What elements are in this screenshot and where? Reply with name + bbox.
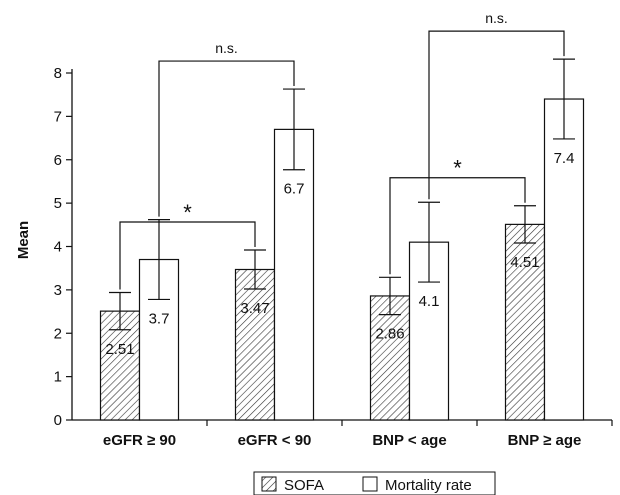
legend: SOFA Mortality rate [253,471,496,495]
y-tick-label: 3 [54,282,62,299]
y-axis-title: Mean [15,221,32,259]
bar [234,268,276,421]
y-tick-label: 1 [54,369,62,386]
legend-label: Mortality rate [385,477,472,494]
data-label: 3.47 [240,300,269,317]
significance-bracket [119,221,256,290]
x-tick-label: eGFR < 90 [238,432,312,449]
bar [543,98,585,421]
bar [369,295,411,421]
y-tick-label: 2 [54,325,62,342]
data-label: 4.51 [510,254,539,271]
x-tick-label: BNP ≥ age [508,432,582,449]
significance-label: * [183,200,192,225]
y-tick-label: 7 [54,108,62,125]
bar [504,223,546,421]
significance-brackets: * n.s. * n.s. [119,10,565,290]
significance-label: n.s. [485,10,508,26]
x-tick-label: eGFR ≥ 90 [103,432,176,449]
axes: 0 1 2 3 4 5 6 7 8 eGFR ≥ 90 eGFR < 90 BNP < age BNP … [54,65,613,449]
bars: 2.51 3.7 3.47 6.7 2.86 4.1 4.51 7.4 [99,58,585,421]
y-tick-label: 6 [54,152,62,169]
data-label: 2.51 [105,341,134,358]
data-label: 4.1 [419,293,440,310]
significance-bracket [158,60,295,217]
data-label: 3.7 [149,310,170,327]
data-label: 2.86 [375,326,404,343]
legend-swatch [362,476,378,492]
significance-bracket [389,177,526,275]
data-label: 7.4 [554,150,575,167]
bar [99,310,141,421]
y-tick-label: 8 [54,65,62,82]
y-tick-label: 0 [54,412,62,429]
data-label: 6.7 [284,181,305,198]
significance-label: * [453,156,462,181]
y-tick-label: 4 [54,239,62,256]
significance-bracket [428,30,565,200]
legend-swatch [261,476,277,492]
x-tick-label: BNP < age [372,432,446,449]
bar [273,128,315,421]
y-tick-label: 5 [54,195,62,212]
significance-label: n.s. [215,40,238,56]
legend-label: SOFA [284,477,324,494]
